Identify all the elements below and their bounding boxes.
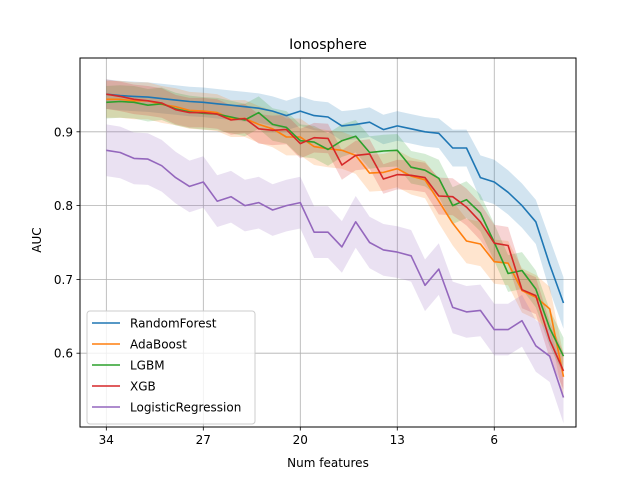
logisticregression-line: [106, 149, 565, 398]
plot-frame: [79, 57, 577, 428]
xgb-line: [106, 93, 565, 372]
axis-ticks: 34 27 20 13 6 0.6 0.7 0.8 0.9: [54, 125, 498, 447]
x-tick-label: 20: [293, 433, 308, 447]
x-tick-label: 6: [490, 433, 498, 447]
chart-title: Ionosphere: [289, 37, 367, 53]
y-tick-label: 0.6: [54, 347, 73, 361]
adaboost-line: [106, 98, 565, 377]
y-tick-label: 0.9: [54, 125, 73, 139]
y-tick-label: 0.8: [54, 199, 73, 213]
randomforest-band: [106, 79, 564, 329]
legend-label-adaboost: AdaBoost: [130, 338, 187, 352]
xgb-band: [106, 79, 564, 390]
randomforest-line: [106, 93, 565, 304]
series-lines: [106, 93, 565, 398]
lgbm-band: [106, 85, 564, 375]
legend-label-logisticregression: LogisticRegression: [130, 401, 241, 415]
x-tick-label: 13: [390, 433, 405, 447]
legend-box: [86, 310, 256, 425]
y-axis-label: AUC: [30, 227, 44, 252]
legend-label-randomforest: RandomForest: [130, 317, 217, 331]
grid: [80, 58, 576, 427]
legend-label-xgb: XGB: [130, 380, 156, 394]
x-axis-label: Num features: [287, 456, 369, 470]
x-tick-label: 34: [99, 433, 114, 447]
logisticregression-band: [106, 124, 564, 424]
legend-label-lgbm: LGBM: [130, 359, 165, 373]
legend: RandomForest AdaBoost LGBM XGB LogisticRegre…: [86, 310, 256, 425]
y-tick-label: 0.7: [54, 273, 73, 287]
x-tick-label: 27: [196, 433, 211, 447]
